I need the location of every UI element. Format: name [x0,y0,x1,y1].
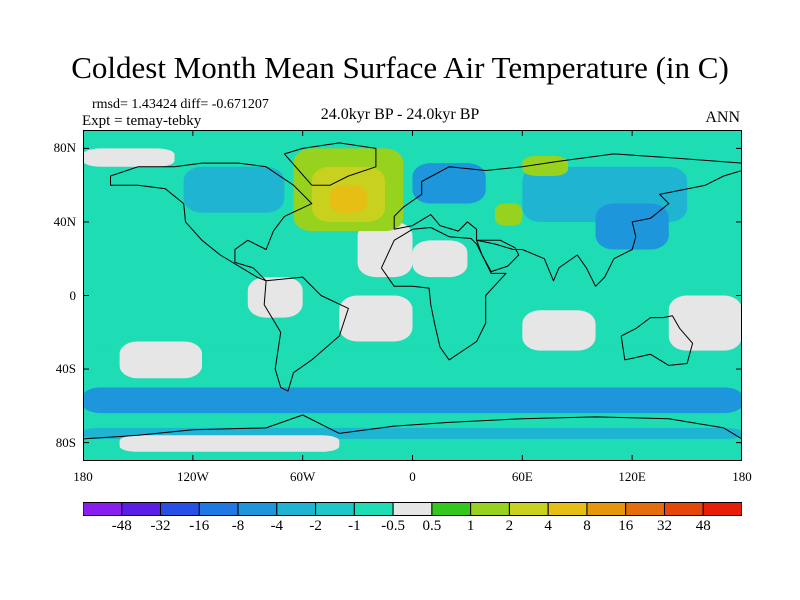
legend-label: 1 [466,518,475,534]
region-southern-midlat-band [83,350,742,388]
region-north-america-cool [183,166,285,213]
region-arctic-neutral [83,148,175,167]
coastline-arabia [476,239,520,273]
legend-label: -48 [111,518,132,534]
region-australia-neutral [668,295,742,351]
coastline-africa [380,227,507,361]
coastline-antarctica [83,414,742,440]
lat-tick-label: 80S [55,434,76,450]
legend-swatch [470,502,510,516]
region-southern-ocean-band [83,387,742,414]
lon-tick-label: 60E [511,469,533,484]
legend-label: -4 [270,518,284,534]
legend-label: 8 [583,518,591,534]
legend-swatch [198,502,239,516]
lat-tick-label: 40N [53,213,76,229]
season-label: ANN [705,109,740,126]
legend-label: -0.5 [381,518,405,534]
period-label: 24.0kyr BP - 24.0kyr BP [320,106,480,123]
lat-tick-label: 40S [55,361,76,377]
lon-tick-label: 180 [732,469,752,484]
temperature-map [83,130,742,461]
legend-label: 48 [695,518,711,534]
legend-swatch [508,502,549,516]
coastline-north-america [110,162,313,282]
region-pacific-neutral-1 [119,341,202,379]
legend-label: 16 [618,518,634,534]
legend-label: 4 [544,518,552,534]
rmsd-stat: rmsd= 1.43424 diff= -0.671207 [92,97,269,112]
experiment-label: Expt = temay-tebky [82,113,202,129]
coastline-australia [620,315,694,366]
lon-tick-label: 120E [618,469,646,484]
lat-tick-label: 80N [53,140,76,156]
legend-swatch [663,502,704,516]
chart-title: Coldest Month Mean Surface Air Temperatu… [71,50,729,85]
region-north-atlantic-warmest [330,185,367,213]
lon-tick-label: 0 [409,469,416,484]
legend-label: -16 [189,518,210,534]
region-southern-neutral [119,435,340,452]
legend-swatch [547,502,588,516]
legend-swatch [625,502,665,516]
lon-tick-label: 120W [176,469,209,484]
legend-label: 0.5 [422,518,442,534]
legend-label: -2 [309,518,322,534]
legend-swatch [237,502,278,516]
legend-swatch [83,502,123,516]
region-sahara-neutral [412,240,468,278]
region-atlantic-neutral [339,295,413,342]
region-north-atlantic-neutral [357,221,413,278]
legend-swatch [392,502,433,516]
legend-swatch [431,502,472,516]
coastline-greenland [283,142,377,186]
region-east-asia-cool [595,203,669,250]
legend-label: -1 [348,518,361,534]
region-siberia-warm [522,155,569,176]
legend-swatch [160,502,200,516]
legend-swatch [353,502,394,516]
legend-swatch [586,502,627,516]
legend-label: 32 [656,518,672,534]
legend-swatch [121,502,162,516]
coastline-eurasia [393,153,742,287]
lon-tick-label: 60W [290,469,316,484]
lon-tick-label: 180 [73,469,93,484]
region-indian-neutral [522,310,596,351]
legend-swatch [702,502,742,516]
legend-label: -8 [231,518,245,534]
color-legend [83,502,742,516]
legend-label: -32 [150,518,171,534]
legend-swatch [315,502,355,516]
region-scandinavia-cool [412,163,486,204]
legend-label: 2 [505,518,514,534]
lat-tick-label: 0 [69,287,77,303]
legend-swatch [276,502,317,516]
region-pacific-neutral-2 [247,277,303,318]
coastline-south-america [263,276,349,392]
region-caspian-warm [494,203,523,226]
